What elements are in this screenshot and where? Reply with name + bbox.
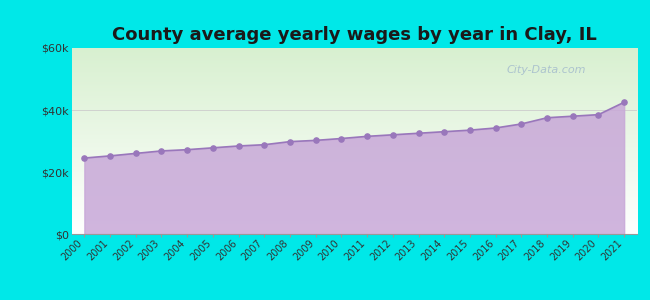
Point xyxy=(413,131,424,136)
Point xyxy=(208,146,218,150)
Point xyxy=(285,139,295,144)
Point xyxy=(311,138,321,143)
Point xyxy=(567,114,578,118)
Point xyxy=(593,112,604,117)
Point xyxy=(387,132,398,137)
Point xyxy=(336,136,346,141)
Point xyxy=(233,144,244,148)
Point xyxy=(542,115,552,120)
Point xyxy=(490,126,501,130)
Point xyxy=(465,128,475,133)
Text: City-Data.com: City-Data.com xyxy=(507,65,586,75)
Point xyxy=(79,156,90,161)
Title: County average yearly wages by year in Clay, IL: County average yearly wages by year in C… xyxy=(112,26,597,44)
Point xyxy=(182,147,192,152)
Point xyxy=(619,100,629,105)
Point xyxy=(259,142,270,147)
Point xyxy=(105,154,115,158)
Point xyxy=(516,122,526,126)
Point xyxy=(362,134,372,139)
Point xyxy=(131,151,141,156)
Point xyxy=(156,148,166,153)
Point xyxy=(439,129,449,134)
